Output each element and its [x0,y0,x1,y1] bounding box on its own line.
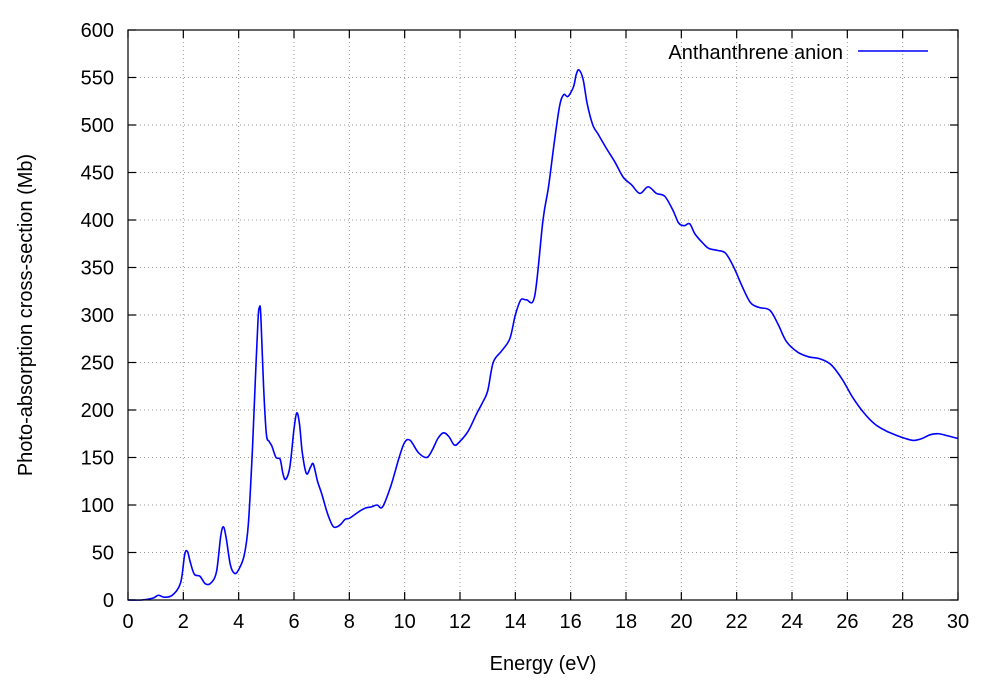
x-axis-title: Energy (eV) [490,653,597,675]
x-tick-label: 12 [449,611,471,633]
y-tick-label: 250 [81,353,114,375]
x-tick-labels: 0 2 4 6 8 10 12 14 16 18 20 22 24 26 28 30 [122,611,969,633]
x-tick-label: 4 [233,611,244,633]
y-tick-label: 150 [81,448,114,470]
y-tick-label: 0 [103,590,114,612]
x-tick-label: 26 [836,611,858,633]
x-tick-label: 14 [504,611,526,633]
x-tick-label: 20 [670,611,692,633]
y-tick-label: 500 [81,115,114,137]
y-tick-label: 550 [81,68,114,90]
x-tick-label: 18 [615,611,637,633]
x-tick-label: 10 [394,611,416,633]
y-tick-label: 350 [81,258,114,280]
y-tick-label: 600 [81,20,114,42]
y-tick-label: 200 [81,400,114,422]
y-tick-label: 400 [81,210,114,232]
x-tick-label: 30 [947,611,969,633]
y-tick-label: 450 [81,163,114,185]
x-tick-label: 28 [892,611,914,633]
y-tick-label: 300 [81,305,114,327]
x-tick-label: 6 [288,611,299,633]
plot-frame [127,29,959,601]
x-tick-label: 2 [178,611,189,633]
series-layer [127,68,959,601]
x-tick-label: 16 [560,611,582,633]
y-tick-label: 50 [92,543,114,565]
y-tick-labels: 0 50 100 150 200 250 300 350 400 450 500 550 600 [81,20,114,612]
x-tick-label: 0 [122,611,133,633]
x-tick-label: 8 [344,611,355,633]
y-axis-title: Photo-absorption cross-section (Mb) [15,154,37,476]
x-tick-label: 22 [726,611,748,633]
legend: Anthanthrene anion [668,42,928,64]
grid-lines [128,30,958,600]
x-tick-label: 24 [781,611,803,633]
series-line-0 [127,68,959,601]
legend-label: Anthanthrene anion [668,42,843,64]
y-tick-label: 100 [81,495,114,517]
